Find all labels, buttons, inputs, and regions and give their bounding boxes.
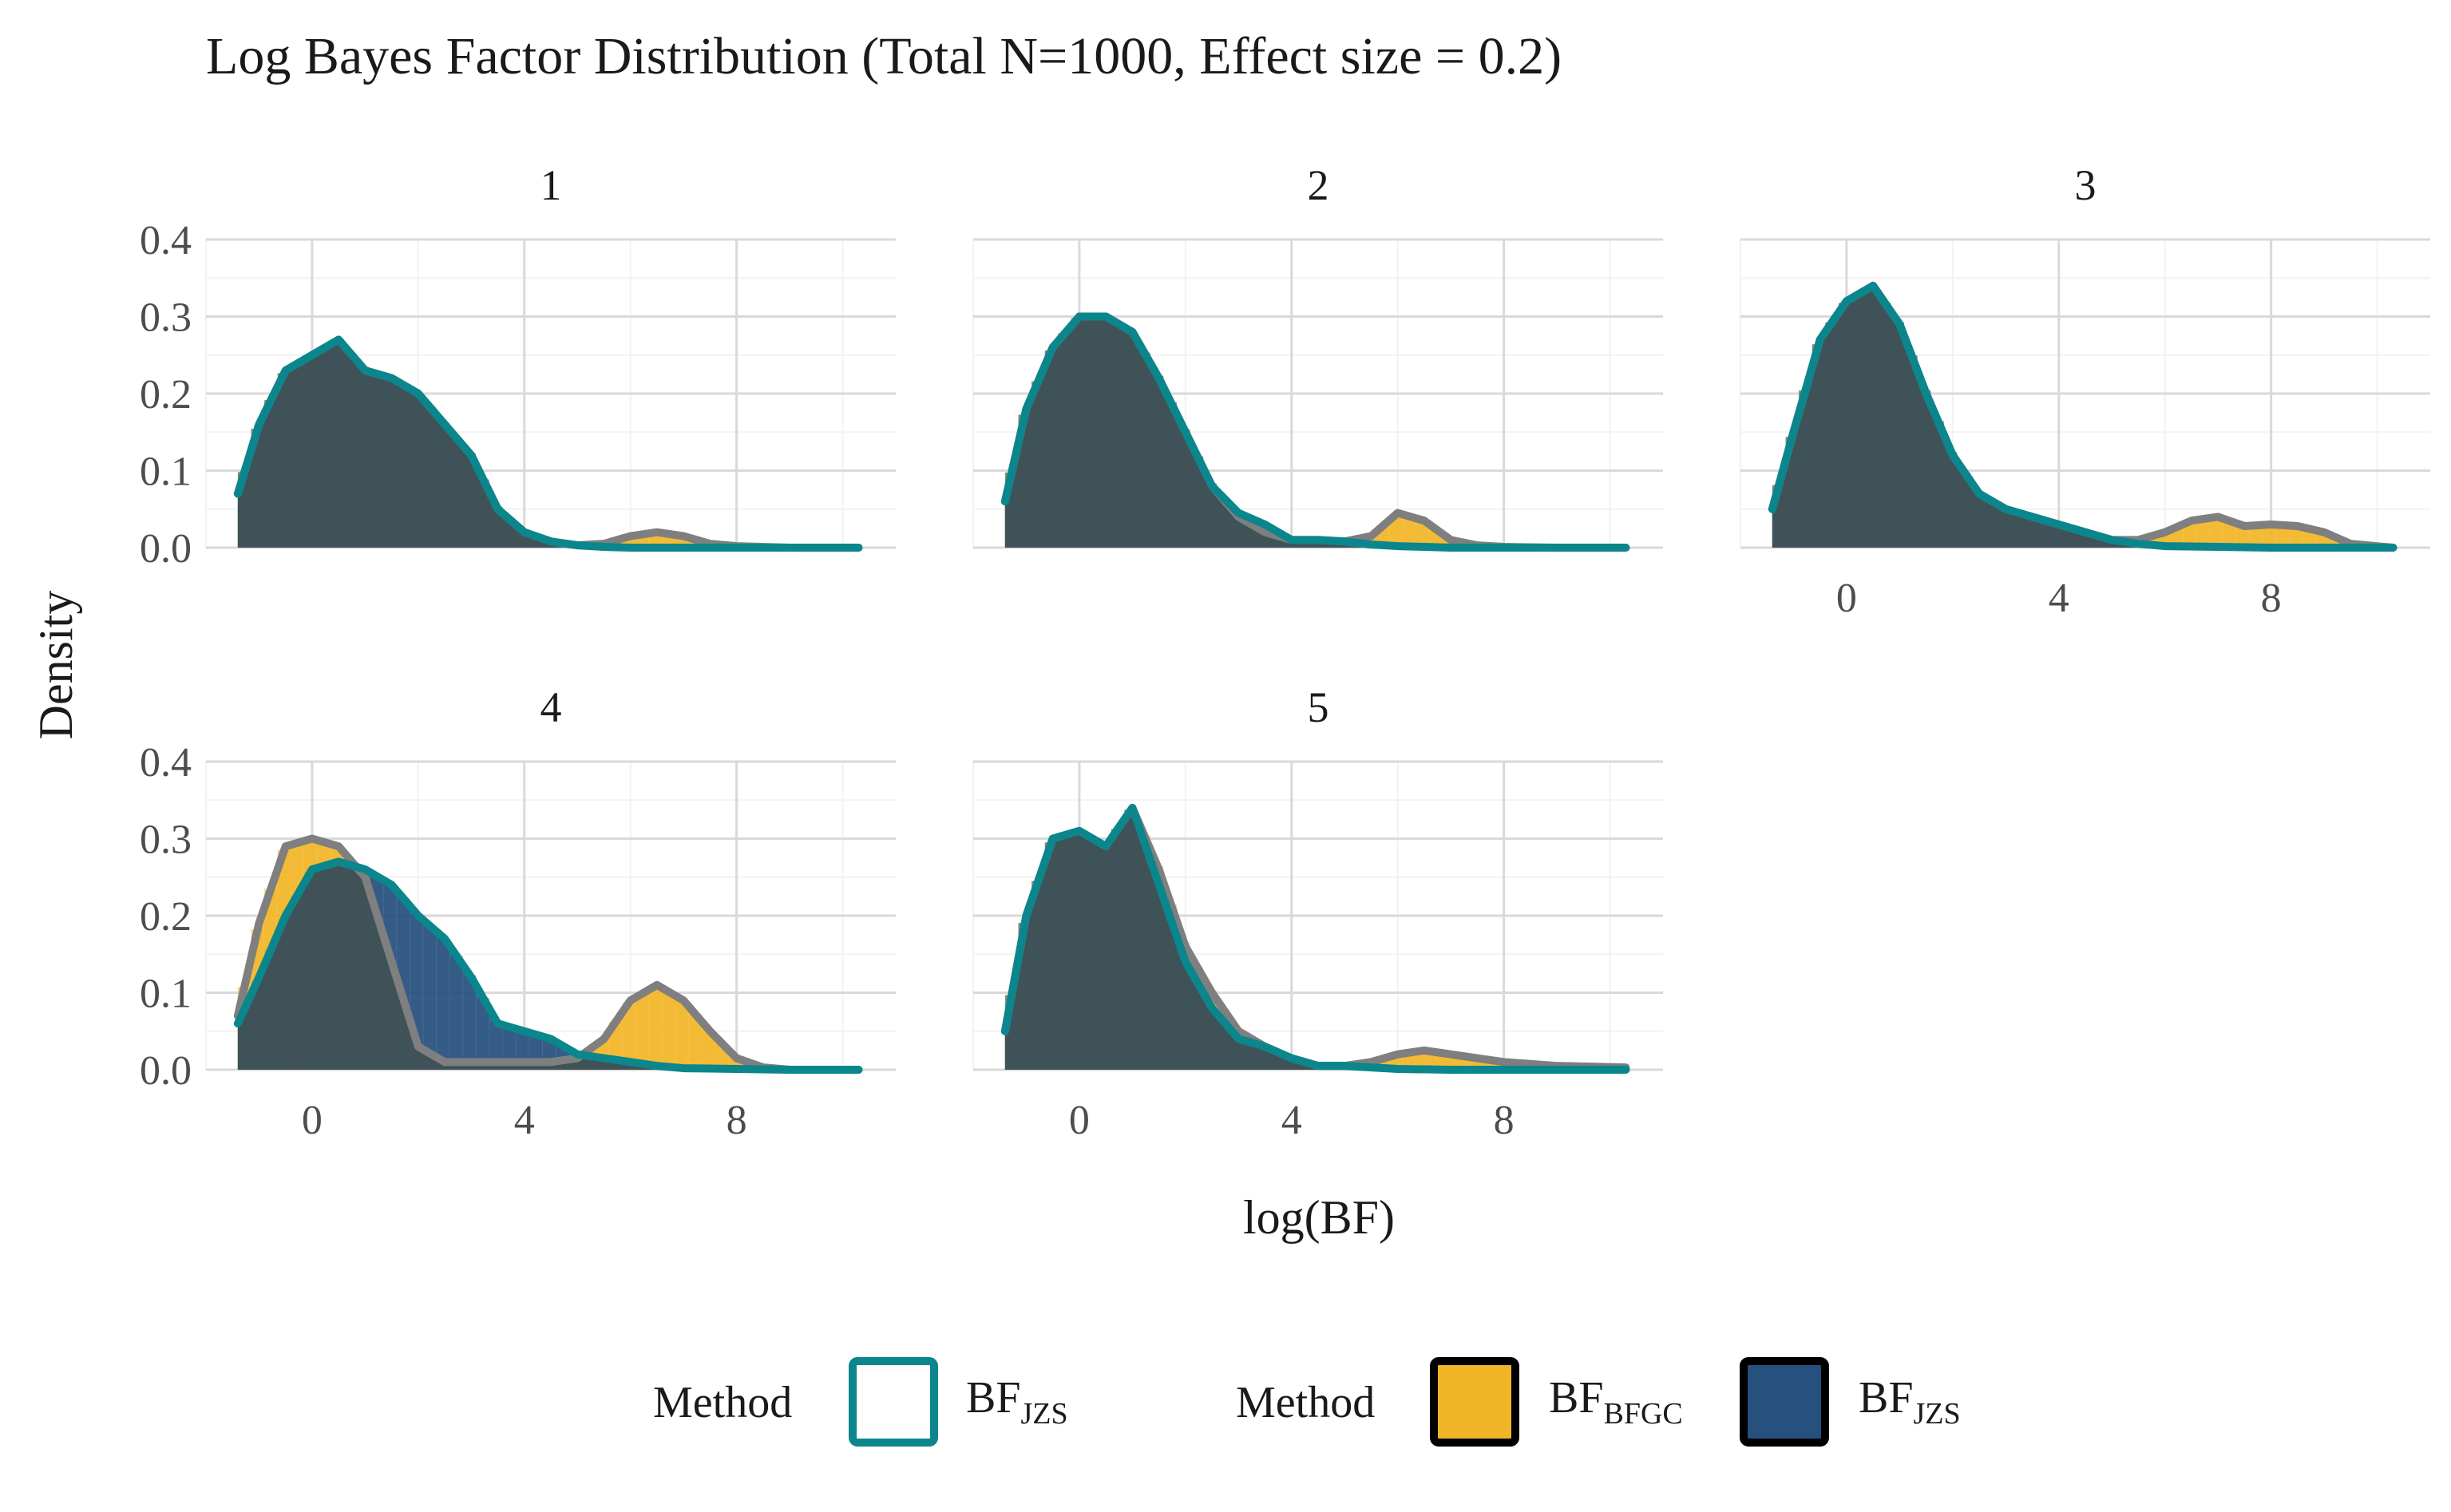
facet-panel-1: 1 0.0 0.1 0.2 0.3 0.4	[140, 161, 896, 572]
y-tick-label: 0.4	[140, 740, 192, 786]
x-tick-label: 8	[1494, 1098, 1515, 1143]
legend-key-fill-jzs	[1740, 1357, 1829, 1447]
panels-layer: 1 0.0 0.1 0.2 0.3 0.4 2 3 0 4 8 4 0.0 0.1 0.2 0.3 0.4 0 4 8…	[140, 161, 2430, 1143]
y-tick-label: 0.2	[140, 372, 192, 418]
density-overlap-area	[1772, 285, 2394, 548]
facet-panel-3: 3 0 4 8	[1740, 161, 2430, 621]
legend-label-fill-bfgc: BFBFGC	[1549, 1373, 1683, 1431]
facet-panel-2: 2	[972, 161, 1663, 552]
facet-label: 4	[540, 683, 562, 731]
facet-panel-4: 4 0.0 0.1 0.2 0.3 0.4 0 4 8	[140, 683, 896, 1143]
x-tick-label: 0	[302, 1098, 323, 1143]
x-axis-title: log(BF)	[1243, 1191, 1395, 1244]
facet-label: 2	[1308, 161, 1329, 209]
x-tick-label: 4	[2049, 576, 2069, 621]
x-tick-label: 0	[1069, 1098, 1090, 1143]
legend-key-fill-bfgc	[1430, 1357, 1519, 1447]
chart-title: Log Bayes Factor Distribution (Total N=1…	[206, 27, 1562, 85]
legend-title: Method	[653, 1378, 792, 1427]
x-tick-label: 8	[727, 1098, 747, 1143]
density-line-jzs	[1000, 312, 1630, 552]
y-tick-label: 0.3	[140, 295, 192, 341]
y-tick-label: 0.0	[140, 526, 192, 572]
density-overlap-area	[237, 861, 859, 1070]
legend-label-fill-jzs: BFJZS	[1859, 1373, 1961, 1431]
x-tick-label: 4	[1281, 1098, 1302, 1143]
density-line-jzs	[233, 857, 863, 1074]
y-tick-label: 0.1	[140, 449, 192, 495]
density-line-jzs	[233, 335, 863, 552]
y-tick-label: 0.0	[140, 1048, 192, 1094]
x-tick-label: 4	[514, 1098, 535, 1143]
density-line-bfgc	[233, 834, 863, 1074]
density-overlap-area	[1004, 316, 1626, 548]
facet-label: 1	[540, 161, 562, 209]
density-overlap-area	[237, 339, 859, 548]
y-tick-label: 0.3	[140, 817, 192, 863]
legend-key-line-jzs	[849, 1357, 938, 1447]
density-line-jzs	[1768, 281, 2398, 552]
y-tick-label: 0.2	[140, 894, 192, 940]
y-axis-title: Density	[30, 591, 82, 740]
x-tick-label: 8	[2261, 576, 2282, 621]
facet-label: 3	[2075, 161, 2097, 209]
y-tick-label: 0.4	[140, 218, 192, 263]
facet-label: 5	[1308, 683, 1329, 731]
y-tick-label: 0.1	[140, 972, 192, 1017]
density-overlap-area	[1004, 807, 1626, 1070]
facet-panel-5: 5 0 4 8	[972, 683, 1663, 1143]
density-line-jzs	[1000, 803, 1630, 1074]
legend-label-line-jzs: BFJZS	[966, 1373, 1068, 1431]
legend: Method BFJZS Method BFBFGC BFJZS	[653, 1357, 1961, 1447]
legend-title: Method	[1236, 1378, 1375, 1427]
x-tick-label: 0	[1836, 576, 1857, 621]
